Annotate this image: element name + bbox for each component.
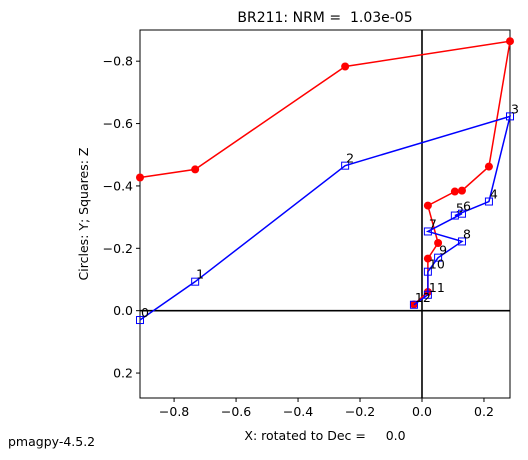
x-tick-label: 0.0 [412,404,432,419]
y-tick-label: −0.2 [103,241,133,256]
square-marker [423,227,432,236]
x-axis-label: X: rotated to Dec = 0.0 [244,428,405,443]
square-marker [409,300,418,309]
plot-frame [139,29,511,399]
circle-marker [450,187,459,196]
circle-marker [341,62,350,71]
point-label: 3 [511,101,519,116]
square-marker [434,253,443,262]
point-label: 5 [456,201,464,216]
x-tick-label: −0.2 [345,404,375,419]
y-tick-label: 0.2 [113,366,133,381]
x-tick-label: −0.8 [159,404,189,419]
x-tick-label: −0.6 [221,404,251,419]
square-marker [423,267,432,276]
point-label: 4 [490,187,498,202]
square-marker [423,290,432,299]
y-tick-label: −0.8 [103,54,133,69]
y-tick-label: −0.4 [103,178,133,193]
circle-marker [434,239,443,248]
square-marker [506,112,514,121]
square-marker [457,209,466,218]
point-label: 12 [415,290,431,305]
x-tick-label: −0.4 [283,404,313,419]
footer: pmagpy-4.5.2 [8,434,95,449]
circle-marker [423,254,432,263]
chart-title: BR211: NRM = 1.03e-05 [237,10,412,26]
point-label: 1 [196,267,204,282]
circle-marker [457,186,466,195]
y-tick-label: −0.6 [103,116,133,131]
point-label: 10 [429,257,445,272]
point-label: 9 [439,243,447,258]
circle-marker [191,165,200,174]
point-label: 2 [346,151,354,166]
square-marker [457,237,466,246]
x-tick-label: 0.2 [474,404,494,419]
square-marker [341,161,350,170]
circle-marker [506,37,514,46]
point-label: 0 [141,305,149,320]
y-axis-label: Circles: Y; Squares: Z [76,148,91,281]
point-label: 7 [429,216,437,231]
series-line [139,115,512,321]
circle-marker [423,201,432,210]
square-marker [191,277,200,286]
y-tick-label: 0.0 [113,303,133,318]
square-marker [484,197,493,206]
point-label: 11 [429,280,445,295]
square-marker [136,316,144,325]
circle-marker [484,162,493,171]
circle-marker [136,173,144,182]
point-label: 6 [463,199,471,214]
point-label: 8 [463,226,471,241]
